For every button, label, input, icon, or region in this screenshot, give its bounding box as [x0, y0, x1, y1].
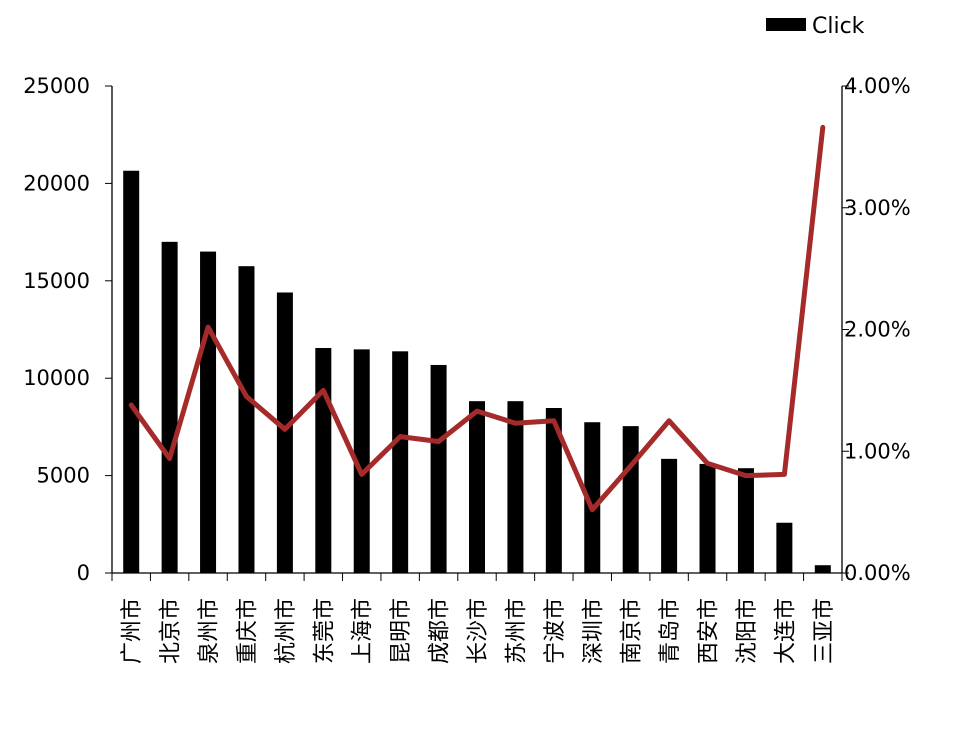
category-label: 成都市 — [428, 598, 453, 664]
bar-click — [430, 364, 447, 573]
bar-click — [469, 401, 485, 573]
category-label: 昆明市 — [389, 598, 414, 664]
bar-click — [392, 351, 409, 573]
category-label: 东莞市 — [312, 598, 337, 664]
bar-click — [699, 463, 716, 573]
rate-line — [128, 124, 826, 513]
category-label: 苏州市 — [504, 598, 529, 664]
category-label: 沈阳市 — [735, 598, 760, 664]
bar-click — [507, 401, 524, 573]
bar-click — [238, 266, 255, 573]
legend-swatch-click — [766, 18, 806, 31]
category-label: 长沙市 — [466, 598, 491, 664]
category-label: 北京市 — [159, 598, 184, 664]
category-label: 重庆市 — [236, 598, 261, 664]
category-label: 深圳市 — [581, 598, 606, 664]
category-label: 杭州市 — [274, 598, 299, 664]
left-tick-label: 0 — [77, 561, 90, 585]
right-tick-label: 1.00% — [844, 439, 911, 463]
category-label: 三亚市 — [812, 598, 837, 664]
right-tick-label: 0.00% — [844, 561, 911, 585]
left-tick-label: 15000 — [23, 269, 90, 293]
bar-click — [737, 468, 754, 573]
bar-click — [661, 458, 678, 573]
bar-click — [814, 565, 831, 573]
right-tick-label: 4.00% — [844, 74, 911, 98]
bar-click — [545, 408, 562, 573]
category-label: 青岛市 — [658, 598, 683, 664]
right-axis-ticks: 0.00% 1.00% 2.00% 3.00% 4.00% — [842, 74, 911, 585]
bars — [123, 170, 831, 573]
left-tick-label: 20000 — [23, 171, 90, 195]
legend: Click — [766, 14, 865, 39]
left-tick-label: 25000 — [23, 74, 90, 98]
category-label: 南京市 — [620, 598, 645, 664]
category-label: 泉州市 — [197, 598, 222, 664]
category-label: 西安市 — [697, 598, 722, 664]
category-labels: 广州市 北京市 泉州市 重庆市 杭州市 东莞市 上海市 昆明市 成都市 长沙市 苏州市 宁波市 深圳市南… — [120, 598, 837, 664]
category-label: 宁波市 — [543, 598, 568, 664]
right-tick-label: 2.00% — [844, 318, 911, 342]
left-tick-label: 10000 — [23, 366, 90, 390]
category-label: 上海市 — [351, 598, 376, 664]
bar-click — [353, 349, 370, 573]
right-tick-label: 3.00% — [844, 196, 911, 220]
left-tick-label: 5000 — [37, 464, 90, 488]
bar-click — [161, 241, 178, 573]
legend-label-click: Click — [812, 14, 865, 39]
bar-click — [622, 426, 639, 573]
left-axis-ticks: 0 5000 10000 15000 20000 25000 — [23, 74, 112, 585]
bar-click — [123, 170, 140, 573]
bar-click — [200, 251, 217, 573]
bar-click — [276, 292, 293, 573]
bar-click — [776, 522, 793, 573]
bar-click — [584, 422, 601, 573]
category-label: 广州市 — [120, 598, 145, 664]
bar-click — [315, 348, 332, 573]
category-label: 大连市 — [773, 598, 798, 664]
